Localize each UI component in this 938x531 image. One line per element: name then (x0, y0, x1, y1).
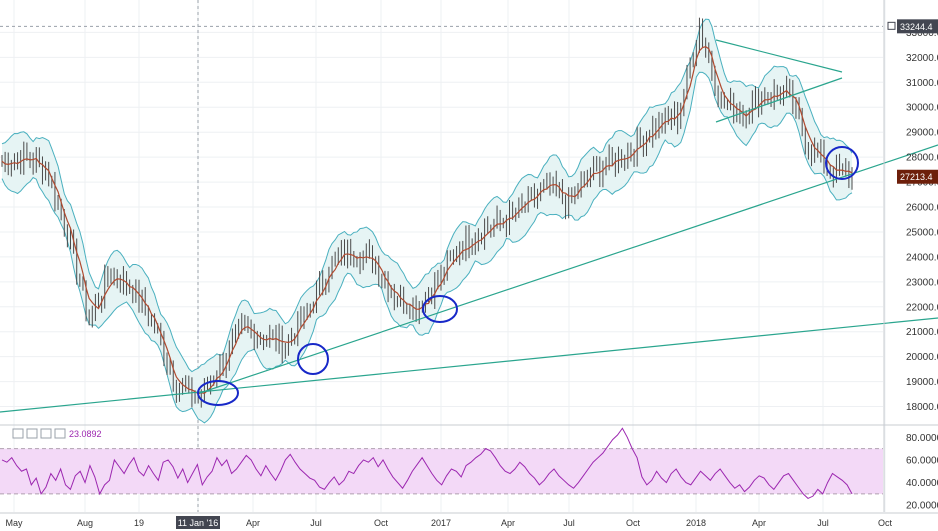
indicator-setting-icon[interactable] (54, 428, 66, 439)
date-highlight (176, 516, 220, 529)
price-tags[interactable]: 33244.4 27213.4 (887, 19, 938, 184)
price-tick-label: 21000.0 (906, 327, 938, 338)
trend-lines (0, 39, 938, 413)
rsi-tick-label: 80.0000 (906, 433, 938, 444)
price-tick-label: 22000.0 (906, 302, 938, 313)
candle-series (1, 17, 853, 408)
price-grid (0, 0, 886, 512)
trend-line[interactable] (715, 77, 843, 123)
rsi-current-value: 23.0892 (69, 429, 102, 439)
rsi-band-fill (0, 448, 883, 494)
time-tick-label: Oct (878, 518, 893, 528)
price-tag-bg (897, 169, 938, 184)
time-tick-label: Jul (310, 518, 322, 528)
rsi-tick-label: 60.0000 (906, 455, 938, 466)
trend-line[interactable] (0, 317, 938, 413)
bollinger-bands (1, 18, 853, 424)
upper-band-line (1, 18, 853, 373)
time-tick-label: 2017 (431, 518, 451, 528)
marked-low-circle (297, 343, 329, 375)
indicator-setting-icon[interactable] (26, 428, 38, 439)
price-tick-label: 32000.0 (906, 53, 938, 64)
marked-lows (197, 146, 859, 406)
rsi-line (1, 427, 853, 500)
marked-low-circle (197, 380, 239, 406)
price-tick-label: 31000.0 (906, 78, 938, 89)
time-tick-label: 11 Jan '16 (178, 518, 219, 528)
add-alert-icon[interactable] (887, 21, 896, 30)
time-tick-label: Apr (752, 518, 766, 528)
price-tick-label: 23000.0 (906, 277, 938, 288)
time-tick-label: Jul (563, 518, 575, 528)
moving-average (1, 46, 853, 395)
price-tick-label: 19000.0 (906, 377, 938, 388)
price-tick-label: 26000.0 (906, 203, 938, 214)
trend-line[interactable] (715, 39, 843, 73)
time-tick-label: Aug (77, 518, 93, 528)
price-tag-bg (897, 19, 938, 34)
rsi-header: 23.0892 (12, 428, 102, 439)
time-tick-label: 19 (134, 518, 144, 528)
price-tag-label: 27213.4 (900, 172, 933, 182)
lower-band-line (1, 71, 853, 424)
band-fill (2, 19, 852, 423)
time-tick-label: Oct (374, 518, 389, 528)
price-tick-label: 25000.0 (906, 227, 938, 238)
trend-line[interactable] (199, 144, 938, 394)
time-tick-label: May (5, 518, 23, 528)
rsi-tick-label: 20.0000 (906, 501, 938, 512)
time-tick-label: Apr (501, 518, 515, 528)
indicator-setting-icon[interactable] (12, 428, 24, 439)
price-tick-label: 24000.0 (906, 252, 938, 263)
price-tag-label: 33244.4 (900, 22, 933, 32)
marked-low-circle (422, 295, 458, 323)
indicator-setting-icon[interactable] (40, 428, 52, 439)
price-tick-label: 30000.0 (906, 103, 938, 114)
time-tick-label: Jul (817, 518, 829, 528)
time-tick-label: 2018 (686, 518, 706, 528)
price-tick-label: 28000.0 (906, 153, 938, 164)
time-tick-label: Apr (246, 518, 260, 528)
ma-line (1, 46, 853, 395)
price-tick-label: 18000.0 (906, 402, 938, 413)
price-tick-label: 33000.0 (906, 28, 938, 39)
price-tick-label: 29000.0 (906, 128, 938, 139)
price-tick-label: 20000.0 (906, 352, 938, 363)
time-tick-label: Oct (626, 518, 641, 528)
rsi-pane: 23.0892 (0, 424, 938, 500)
marked-low-circle (825, 146, 859, 180)
rsi-tick-label: 40.0000 (906, 478, 938, 489)
